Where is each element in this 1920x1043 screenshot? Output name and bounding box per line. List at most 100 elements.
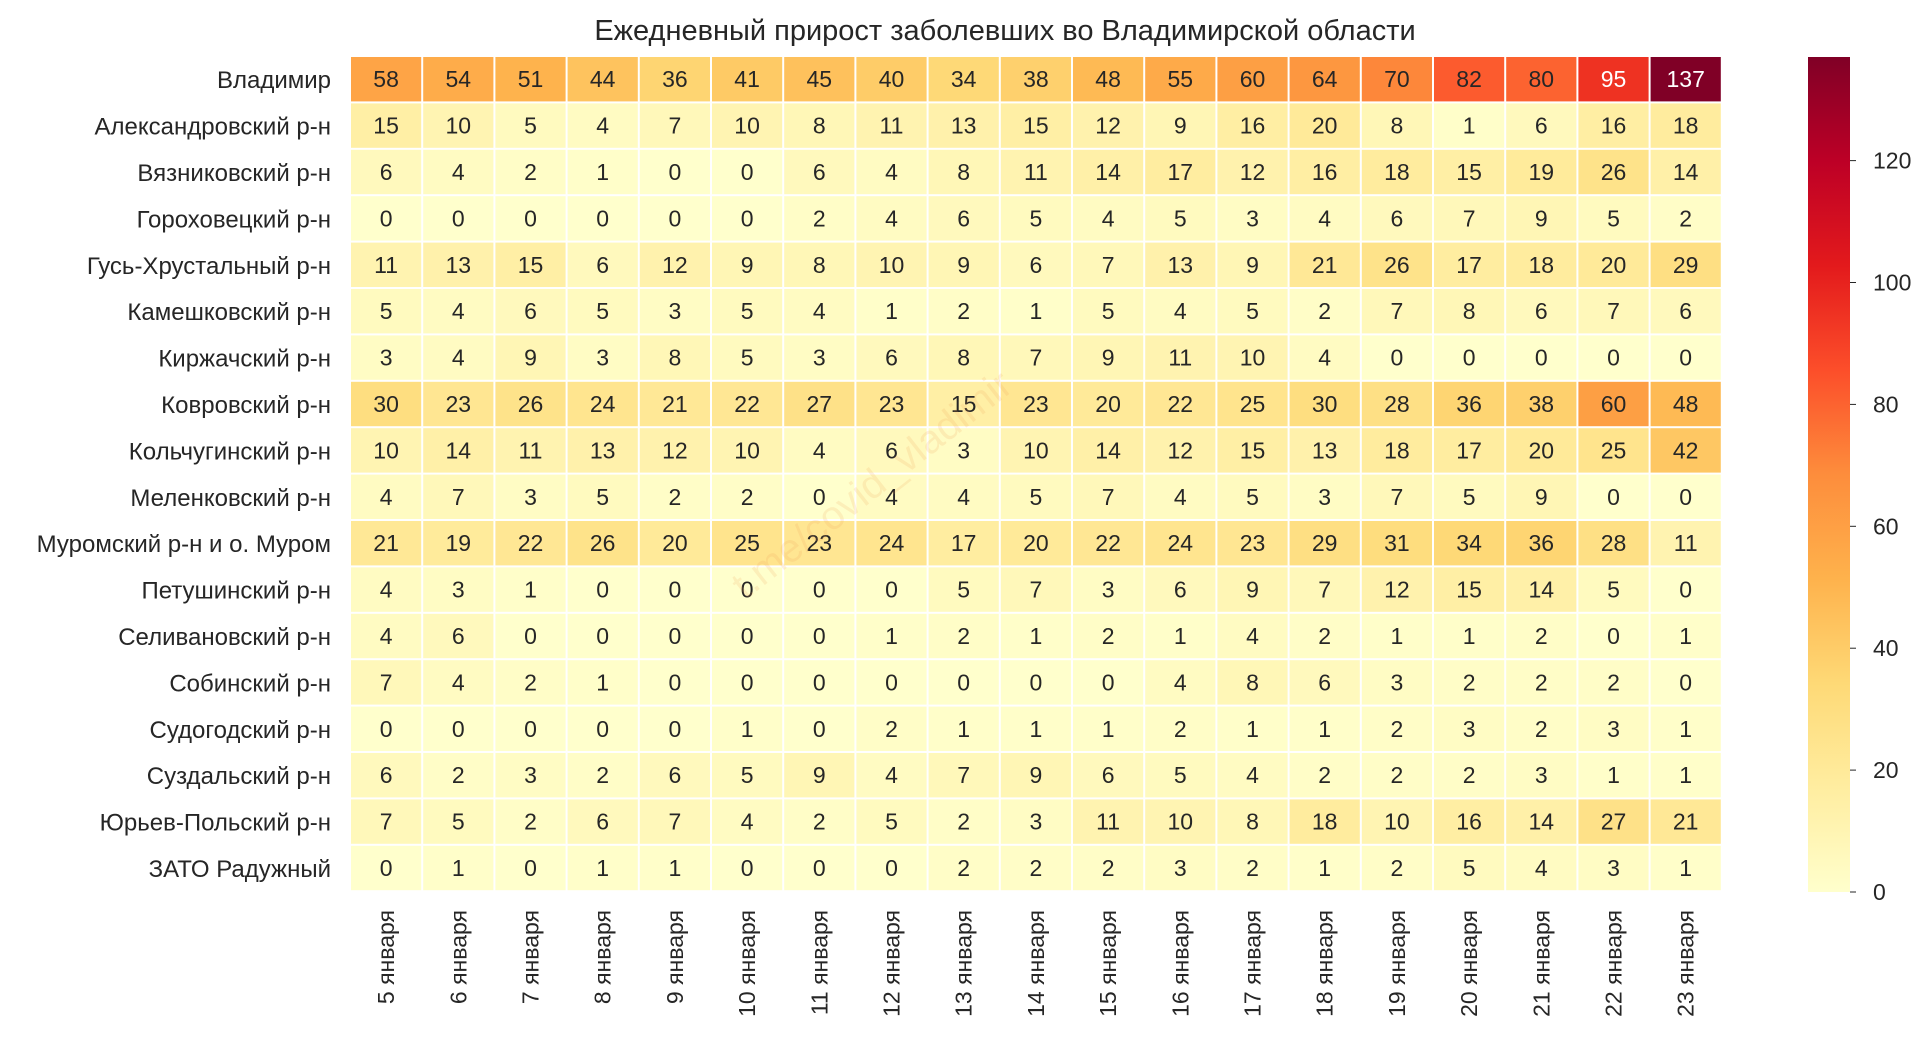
- cell-value-label: 12: [662, 252, 688, 278]
- cell-value-label: 2: [813, 809, 826, 835]
- heatmap-cell: [1217, 335, 1288, 380]
- heatmap-cell: [784, 567, 855, 612]
- heatmap-cell: [495, 567, 566, 612]
- cell-value-label: 19: [1529, 159, 1555, 185]
- cell-value-label: 6: [813, 159, 826, 185]
- column-label: 21 января: [1528, 910, 1554, 1017]
- heatmap-cell: [1361, 196, 1432, 241]
- cell-value-label: 15: [518, 252, 544, 278]
- cell-value-label: 0: [669, 577, 682, 603]
- cell-value-label: 6: [452, 623, 465, 649]
- cell-value-label: 7: [1030, 577, 1043, 603]
- colorbar-tick-label: 60: [1873, 513, 1899, 539]
- cell-value-label: 0: [380, 855, 393, 881]
- cell-value-label: 60: [1601, 391, 1627, 417]
- row-label: Гусь-Хрустальный р-н: [87, 253, 331, 280]
- heatmap-cell: [1289, 428, 1360, 473]
- column-label: 16 января: [1167, 910, 1193, 1017]
- heatmap-cell: [1217, 660, 1288, 705]
- cell-value-label: 2: [957, 623, 970, 649]
- heatmap-cell: [928, 196, 999, 241]
- cell-value-label: 11: [1168, 345, 1192, 371]
- heatmap-cell: [1434, 660, 1505, 705]
- heatmap-cell: [1506, 474, 1577, 519]
- cell-value-label: 5: [741, 762, 754, 788]
- heatmap-cell: [1145, 521, 1216, 566]
- heatmap-cell: [1506, 706, 1577, 751]
- heatmap-cell: [351, 613, 422, 659]
- cell-value-label: 6: [1679, 298, 1692, 324]
- cell-value-label: 1: [885, 623, 898, 649]
- cell-value-label: 0: [741, 855, 754, 881]
- cell-value-label: 5: [1030, 484, 1043, 510]
- heatmap-cell: [1145, 706, 1216, 751]
- cell-value-label: 7: [1463, 205, 1476, 231]
- heatmap-cell: [1217, 381, 1288, 427]
- cell-value-label: 5: [957, 577, 970, 603]
- cell-value-label: 1: [1679, 855, 1692, 881]
- cell-value-label: 1: [1463, 623, 1476, 649]
- heatmap-cell: [1289, 335, 1360, 380]
- cell-value-label: 0: [1679, 577, 1692, 603]
- heatmap-cell: [1217, 242, 1288, 287]
- heatmap-cell: [1217, 613, 1288, 659]
- heatmap-cell: [1506, 845, 1577, 891]
- heatmap-cell: [1578, 660, 1649, 705]
- colorbar-tick-label: 80: [1873, 391, 1899, 417]
- heatmap-cell: [423, 753, 494, 798]
- row-label: Владимир: [217, 67, 331, 94]
- cell-value-label: 2: [1174, 716, 1187, 742]
- cell-value-label: 0: [669, 159, 682, 185]
- cell-value-label: 38: [1023, 66, 1049, 92]
- cell-value-label: 1: [452, 855, 465, 881]
- heatmap-cell: [1289, 799, 1360, 844]
- heatmap-cell: [423, 428, 494, 473]
- heatmap-cell: [1578, 474, 1649, 519]
- cell-value-label: 23: [446, 391, 472, 417]
- heatmap-cell: [423, 660, 494, 705]
- cell-value-label: 10: [1023, 437, 1049, 463]
- cell-value-label: 3: [669, 298, 682, 324]
- cell-value-label: 1: [1102, 716, 1115, 742]
- heatmap-cell: [495, 289, 566, 334]
- cell-value-label: 0: [1607, 484, 1620, 510]
- heatmap-cell: [1506, 799, 1577, 844]
- heatmap-cell: [1506, 149, 1577, 195]
- heatmap-cell: [351, 660, 422, 705]
- heatmap-cell: [1434, 149, 1505, 195]
- cell-value-label: 0: [669, 205, 682, 231]
- heatmap-cell: [712, 196, 783, 241]
- cell-value-label: 36: [1456, 391, 1482, 417]
- heatmap-cell: [1650, 845, 1721, 891]
- cell-value-label: 5: [596, 298, 609, 324]
- heatmap-cell: [1217, 57, 1288, 102]
- heatmap-cell: [1434, 521, 1505, 566]
- heatmap-cell: [1361, 149, 1432, 195]
- cell-value-label: 24: [879, 530, 905, 556]
- heatmap-cell: [784, 381, 855, 427]
- heatmap-cell: [1145, 289, 1216, 334]
- cell-value-label: 23: [1240, 530, 1266, 556]
- cell-value-label: 24: [590, 391, 616, 417]
- cell-value-label: 2: [452, 762, 465, 788]
- heatmap-cell: [567, 474, 638, 519]
- heatmap-cell: [567, 567, 638, 612]
- row-label: Петушинский р-н: [141, 578, 331, 605]
- cell-value-label: 12: [1384, 577, 1410, 603]
- cell-value-label: 16: [1312, 159, 1338, 185]
- cell-value-label: 2: [524, 159, 537, 185]
- cell-value-label: 6: [1102, 762, 1115, 788]
- cell-value-label: 2: [1318, 298, 1331, 324]
- heatmap-cell: [928, 242, 999, 287]
- heatmap-cell: [784, 242, 855, 287]
- column-label: 7 января: [518, 910, 544, 1004]
- cell-value-label: 8: [813, 113, 826, 139]
- cell-value-label: 4: [1318, 345, 1331, 371]
- heatmap-cell: [1650, 57, 1721, 102]
- cell-value-label: 11: [519, 437, 543, 463]
- cell-value-label: 3: [524, 762, 537, 788]
- heatmap-cell: [1578, 567, 1649, 612]
- heatmap-cell: [1361, 242, 1432, 287]
- cell-value-label: 8: [1246, 669, 1259, 695]
- cell-value-label: 9: [741, 252, 754, 278]
